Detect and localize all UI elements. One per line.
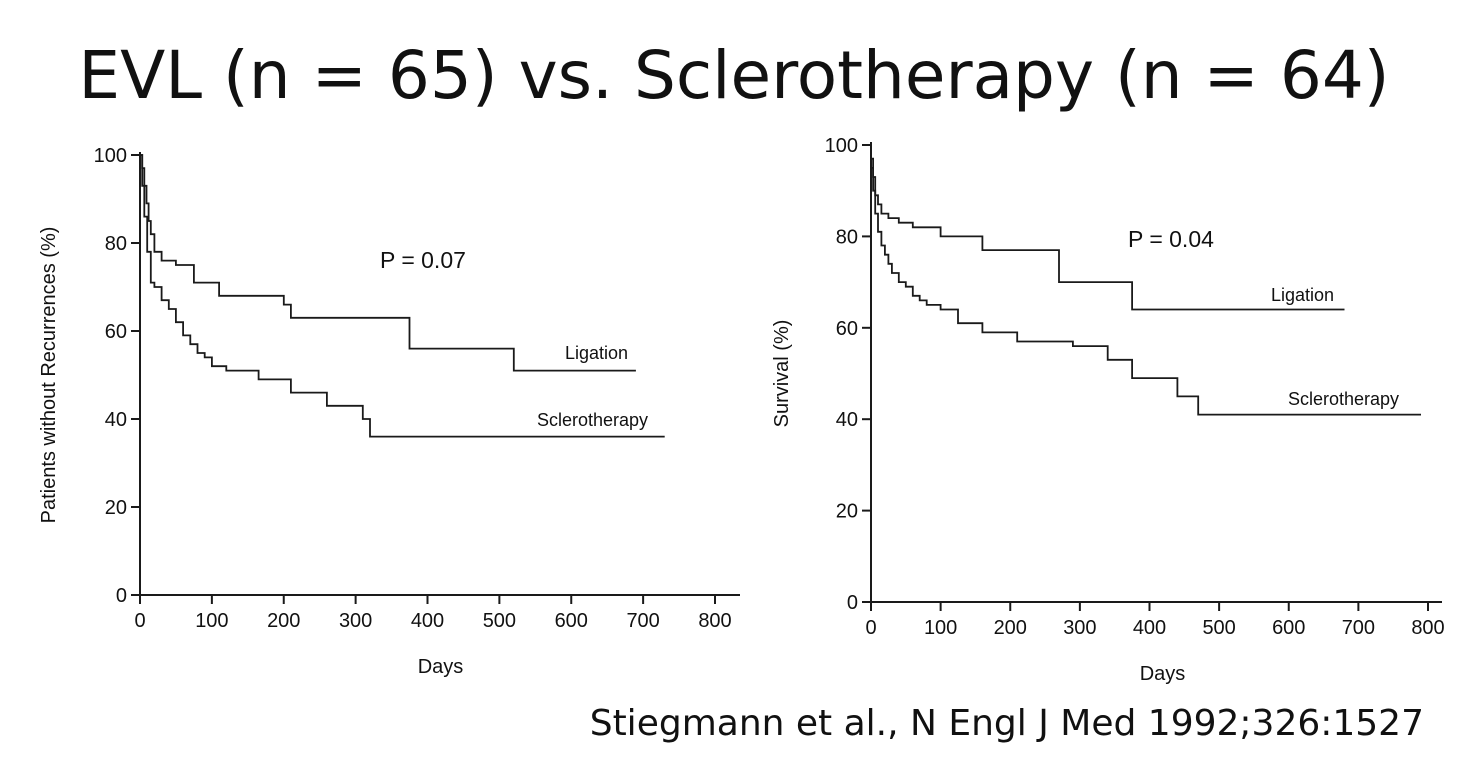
y-tick-label: 100: [94, 145, 127, 167]
x-tick-label: 700: [626, 610, 659, 632]
ligation-label: Ligation: [1271, 285, 1334, 305]
x-tick-label: 0: [865, 617, 876, 639]
y-tick-label: 100: [825, 135, 858, 157]
x-tick-label: 300: [1063, 617, 1096, 639]
y-tick-label: 40: [836, 409, 858, 431]
y-tick-label: 0: [847, 592, 858, 614]
x-tick-label: 800: [1411, 617, 1444, 639]
x-tick-label: 300: [339, 610, 372, 632]
survival-chart: 0 20 40 60 80 100 0 100 200 300 400 500 600 700 800 Day…: [771, 135, 1445, 685]
y-tick-label: 60: [105, 321, 127, 343]
x-tick-label: 600: [1272, 617, 1305, 639]
x-tick-label: 100: [195, 610, 228, 632]
x-tick-label: 400: [411, 610, 444, 632]
x-tick-label: 200: [267, 610, 300, 632]
y-tick-label: 80: [836, 226, 858, 248]
p-value-annotation: P = 0.07: [380, 247, 466, 273]
sclerotherapy-curve: [871, 167, 1421, 416]
y-tick-label: 20: [105, 497, 127, 519]
ligation-curve: [140, 154, 636, 372]
ligation-label: Ligation: [565, 343, 628, 363]
p-value-annotation: P = 0.04: [1128, 226, 1214, 252]
x-tick-label: 700: [1342, 617, 1375, 639]
y-axis-title: Survival (%): [771, 320, 793, 428]
y-tick-label: 60: [836, 318, 858, 340]
y-tick-label: 0: [116, 585, 127, 607]
y-tick-label: 20: [836, 501, 858, 523]
x-tick-label: 600: [555, 610, 588, 632]
citation: Stiegmann et al., N Engl J Med 1992;326:…: [589, 703, 1424, 744]
sclerotherapy-curve: [140, 154, 665, 438]
slide-title: EVL (n = 65) vs. Sclerotherapy (n = 64): [78, 37, 1390, 114]
x-tick-label: 200: [994, 617, 1027, 639]
x-tick-label: 500: [483, 610, 516, 632]
y-axis-title: Patients without Recurrences (%): [38, 227, 60, 524]
x-tick-label: 500: [1202, 617, 1235, 639]
sclerotherapy-label: Sclerotherapy: [1288, 389, 1399, 409]
y-tick-label: 80: [105, 233, 127, 255]
x-tick-label: 800: [698, 610, 731, 632]
recurrence-chart: 0 20 40 60 80 100 0 100 200 300 400 500 600 700 800 Day…: [38, 145, 740, 678]
x-axis-title: Days: [418, 656, 464, 678]
y-tick-label: 40: [105, 409, 127, 431]
x-tick-label: 100: [924, 617, 957, 639]
sclerotherapy-label: Sclerotherapy: [537, 410, 648, 430]
x-tick-label: 0: [134, 610, 145, 632]
x-axis-title: Days: [1140, 663, 1186, 685]
x-tick-label: 400: [1133, 617, 1166, 639]
